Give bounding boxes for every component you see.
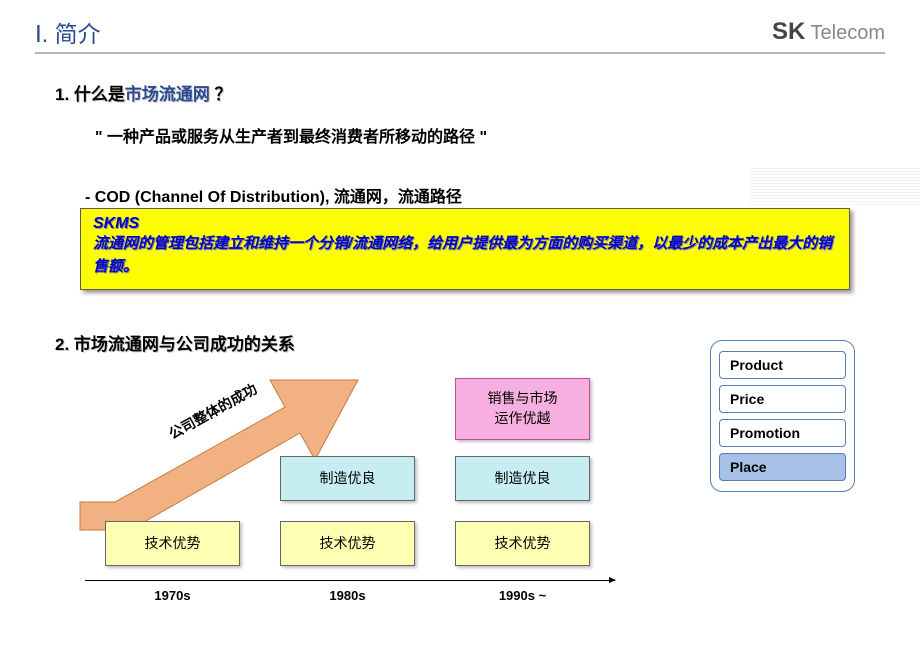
sk-telecom-logo: SK Telecom [772, 18, 885, 46]
decorative-stripes [750, 168, 920, 206]
header-divider [35, 52, 885, 54]
skms-title: SKMS [93, 215, 837, 233]
block-sales-1990: 销售与市场 运作优越 [455, 378, 590, 440]
skms-callout-box: SKMS 流通网的管理包括建立和维持一个分销/流通网络，给用户提供最为方面的购买… [80, 208, 850, 290]
sub1-suffix: ？ [210, 85, 232, 104]
block-mfg-1990: 制造优良 [455, 456, 590, 501]
fourp-price: Price [719, 385, 846, 413]
slide-header: Ⅰ. 简介 SK Telecom [35, 15, 885, 49]
block-tech-1990: 技术优势 [455, 521, 590, 566]
fourp-product: Product [719, 351, 846, 379]
era-1970s: 1970s [105, 588, 240, 603]
era-1990s: 1990s ~ [455, 588, 590, 603]
sub1-prefix: 1. 什么是 [55, 85, 125, 104]
fourp-promotion: Promotion [719, 419, 846, 447]
block-tech-1970: 技术优势 [105, 521, 240, 566]
logo-rest: Telecom [805, 22, 885, 44]
fourp-place: Place [719, 453, 846, 481]
growth-arrow-icon [70, 350, 370, 550]
sub1-highlight: 市场流通网 [125, 85, 210, 104]
subheading-1: 1. 什么是市场流通网 ？ [55, 80, 232, 105]
section-title: Ⅰ. 简介 [35, 15, 101, 49]
skms-body: 流通网的管理包括建立和维持一个分销/流通网络，给用户提供最为方面的购买渠道，以最… [93, 233, 837, 278]
four-p-box: Product Price Promotion Place [710, 340, 855, 492]
timeline-axis [85, 580, 615, 581]
era-1980s: 1980s [280, 588, 415, 603]
success-diagram: 公司整体的成功 技术优势 制造优良 技术优势 销售与市场 运作优越 制造优良 技… [85, 355, 625, 635]
cod-line: - COD (Channel Of Distribution), 流通网，流通路… [85, 183, 462, 207]
definition-quote: " 一种产品或服务从生产者到最终消费者所移动的路径 " [95, 123, 487, 147]
block-tech-1980: 技术优势 [280, 521, 415, 566]
block-mfg-1980: 制造优良 [280, 456, 415, 501]
logo-sk: SK [772, 18, 805, 45]
